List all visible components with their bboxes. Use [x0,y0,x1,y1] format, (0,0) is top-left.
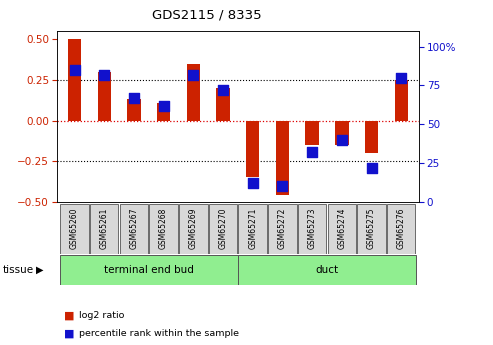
Bar [276,120,289,195]
FancyBboxPatch shape [179,204,208,254]
Point [368,165,376,170]
Bar [394,80,408,120]
Text: tissue: tissue [2,265,34,275]
Point [219,87,227,93]
FancyBboxPatch shape [90,204,118,254]
FancyBboxPatch shape [238,255,416,285]
Bar [306,120,319,145]
Text: GSM65274: GSM65274 [337,208,346,249]
Text: GSM65275: GSM65275 [367,208,376,249]
Point [397,75,405,80]
FancyBboxPatch shape [357,204,386,254]
Bar [157,102,170,120]
Point [130,95,138,101]
Text: GSM65271: GSM65271 [248,208,257,249]
Point [249,180,257,186]
FancyBboxPatch shape [298,204,326,254]
Bar [68,39,81,120]
FancyBboxPatch shape [120,204,148,254]
Text: log2 ratio: log2 ratio [79,311,124,320]
Text: GSM65260: GSM65260 [70,208,79,249]
FancyBboxPatch shape [60,255,238,285]
Text: GSM65267: GSM65267 [130,208,139,249]
FancyBboxPatch shape [387,204,416,254]
Text: GSM65273: GSM65273 [308,208,317,249]
Text: GSM65276: GSM65276 [397,208,406,249]
Text: terminal end bud: terminal end bud [104,265,194,275]
Text: duct: duct [316,265,339,275]
Bar [98,72,111,120]
Bar [216,88,230,120]
Text: GSM65269: GSM65269 [189,208,198,249]
Point [189,72,197,77]
Bar [127,99,141,120]
Bar [365,120,378,153]
Text: ■: ■ [64,311,74,321]
FancyBboxPatch shape [149,204,178,254]
Point [100,72,108,77]
Point [160,103,168,108]
Text: GDS2115 / 8335: GDS2115 / 8335 [152,9,262,22]
FancyBboxPatch shape [239,204,267,254]
FancyBboxPatch shape [209,204,237,254]
FancyBboxPatch shape [268,204,297,254]
Point [70,67,78,73]
Point [308,149,316,155]
Bar [187,63,200,120]
Bar [246,120,259,177]
Text: percentile rank within the sample: percentile rank within the sample [79,329,239,338]
FancyBboxPatch shape [60,204,89,254]
FancyBboxPatch shape [327,204,356,254]
Text: GSM65268: GSM65268 [159,208,168,249]
Bar [335,120,349,145]
Text: GSM65261: GSM65261 [100,208,109,249]
Text: ■: ■ [64,329,74,338]
Point [279,184,286,189]
Point [338,137,346,142]
Text: ▶: ▶ [35,265,43,275]
Text: GSM65272: GSM65272 [278,208,287,249]
Text: GSM65270: GSM65270 [218,208,228,249]
